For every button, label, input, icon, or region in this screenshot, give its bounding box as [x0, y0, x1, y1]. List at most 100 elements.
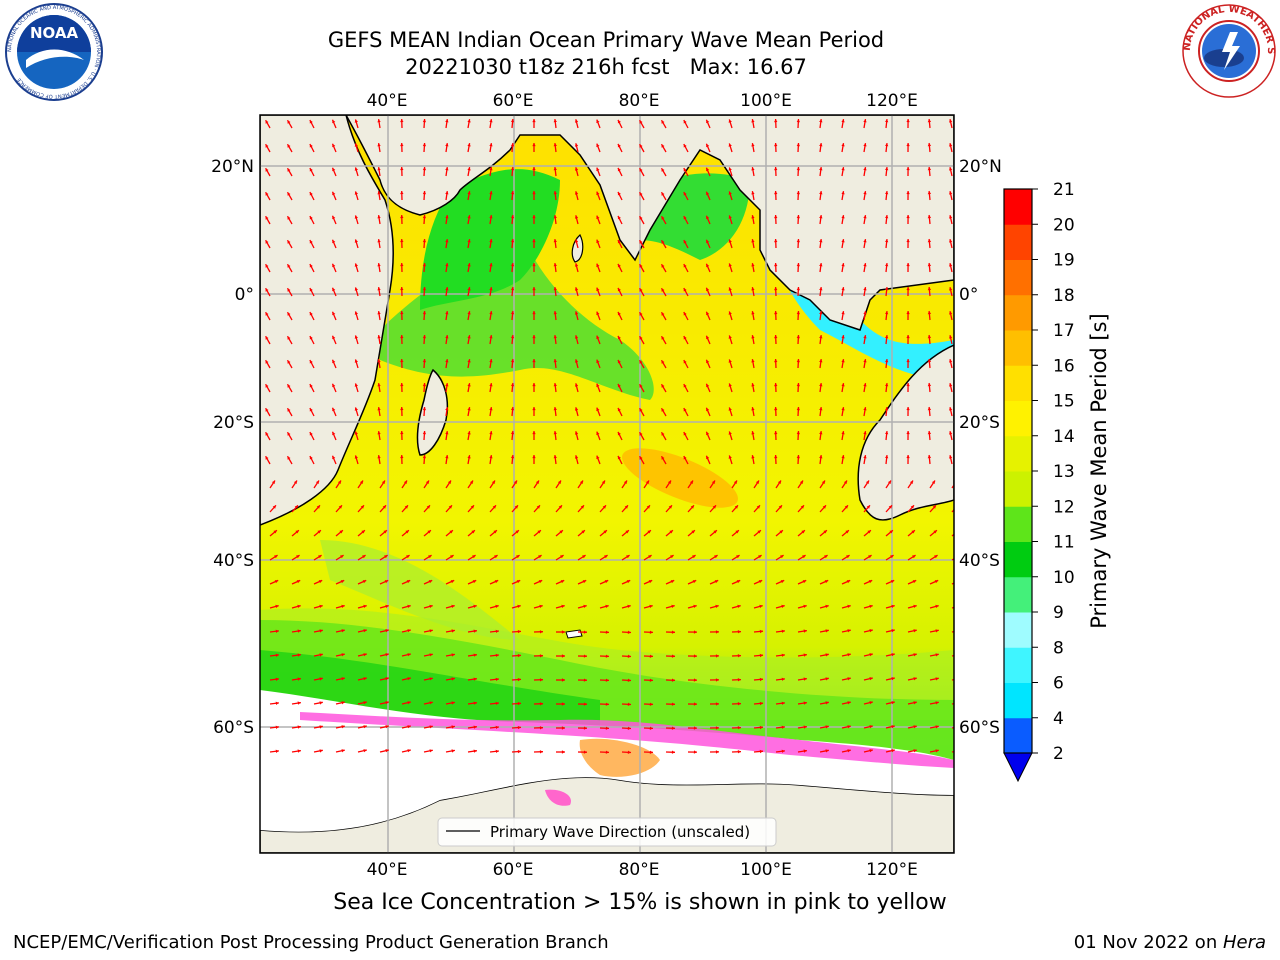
wave-direction-arrowhead — [596, 335, 600, 340]
wave-direction-arrowhead — [517, 749, 521, 754]
wave-direction-arrowhead — [517, 677, 521, 682]
colorbar: 2 4 6 8 9 10 11 12 13 14 15 16 17 18 19 20 21 Primary Wa… — [1003, 180, 1111, 783]
wave-direction-arrowhead — [265, 192, 269, 196]
wave-direction-arrowhead — [467, 431, 471, 435]
wave-direction-arrowhead — [532, 383, 536, 387]
wave-direction-arrowhead — [553, 191, 557, 195]
wave-direction-arrowhead — [890, 555, 894, 559]
wave-direction-arrowhead — [906, 359, 910, 363]
wave-direction-arrowhead — [847, 749, 851, 753]
wave-direction-arrowhead — [774, 143, 778, 147]
wave-direction-arrowhead — [683, 168, 687, 172]
wave-direction-arrowhead — [532, 167, 536, 171]
wave-direction-arrowhead — [494, 580, 499, 584]
lat-tick-right: 20°S — [959, 413, 1000, 433]
wave-direction-arrowhead — [354, 455, 358, 459]
wave-direction-arrowhead — [362, 555, 366, 559]
wave-direction-arrowhead — [774, 239, 778, 243]
wave-direction-arrowhead — [553, 143, 557, 147]
wave-direction-arrowhead — [958, 749, 961, 752]
wave-direction-arrowhead — [384, 580, 389, 584]
wave-direction-arrowhead — [574, 287, 579, 291]
lon-tick-bottom: 40°E — [367, 860, 408, 880]
wave-direction-arrowhead — [683, 120, 687, 124]
wave-direction-arrowhead — [957, 580, 961, 583]
wave-direction-arrowhead — [661, 456, 665, 460]
wave-direction-arrowhead — [627, 702, 631, 706]
wave-direction-arrowhead — [825, 701, 829, 705]
colorbar-tick-label: 21 — [1053, 180, 1075, 200]
wave-direction-arrowhead — [847, 701, 851, 705]
wave-direction-arrowhead — [863, 167, 867, 171]
wave-direction-arrowhead — [887, 480, 891, 484]
wave-direction-arrowhead — [802, 580, 807, 584]
wave-direction-arrowhead — [889, 530, 893, 534]
wave-direction-arrowhead — [863, 191, 867, 195]
wave-direction-arrowhead — [377, 239, 381, 243]
wave-direction-arrowhead — [755, 480, 759, 484]
wave-direction-arrowhead — [400, 311, 404, 315]
wave-direction-arrowhead — [714, 580, 719, 584]
wave-direction-arrowhead — [639, 432, 643, 436]
wave-direction-arrowhead — [451, 749, 455, 753]
wave-direction-arrowhead — [553, 431, 557, 435]
legend-label: Primary Wave Direction (unscaled) — [490, 823, 750, 841]
wave-direction-arrowhead — [582, 555, 586, 559]
wave-direction-arrowhead — [359, 480, 363, 484]
wave-direction-arrowhead — [774, 263, 778, 267]
lon-tick-top: 40°E — [367, 91, 408, 111]
wave-direction-arrowhead — [471, 530, 475, 534]
wave-direction-arrowhead — [781, 701, 785, 705]
colorbar-block — [1004, 682, 1032, 719]
wave-direction-arrowhead — [796, 431, 800, 435]
colorbar-tick-label: 11 — [1053, 533, 1075, 553]
wave-direction-arrowhead — [574, 311, 579, 315]
wave-direction-arrowhead — [911, 530, 915, 534]
wave-direction-arrowhead — [927, 455, 932, 459]
wave-direction-arrowhead — [869, 629, 873, 633]
bottom-lon-ticks: 40°E 60°E 80°E 100°E 120°E — [367, 860, 918, 880]
wave-direction-arrowhead — [272, 505, 276, 509]
wave-direction-arrowhead — [667, 480, 671, 484]
wave-direction-arrowhead — [639, 264, 643, 268]
footer-host: Hera — [1222, 932, 1266, 953]
wave-direction-arrowhead — [332, 311, 336, 316]
wave-direction-arrowhead — [661, 288, 665, 292]
wave-direction-arrowhead — [405, 530, 409, 534]
wave-direction-arrowhead — [949, 143, 953, 147]
wave-direction-arrowhead — [604, 555, 608, 559]
wave-direction-arrowhead — [803, 629, 807, 633]
wave-direction-arrowhead — [309, 192, 313, 196]
wave-direction-arrowhead — [354, 119, 358, 123]
wave-direction-arrowhead — [819, 263, 823, 267]
wave-direction-arrowhead — [296, 580, 301, 584]
wave-direction-arrowhead — [385, 701, 389, 705]
wave-direction-arrowhead — [510, 431, 515, 435]
wave-direction-arrowhead — [341, 749, 345, 753]
wave-direction-arrowhead — [489, 167, 493, 171]
wave-direction-arrowhead — [489, 119, 493, 123]
wave-direction-arrowhead — [803, 653, 807, 657]
wave-direction-arrowhead — [317, 530, 321, 534]
lon-tick-bottom: 100°E — [740, 860, 792, 880]
wave-direction-arrowhead — [846, 555, 850, 559]
wave-direction-arrowhead — [332, 335, 336, 340]
wave-direction-arrowhead — [473, 629, 477, 633]
wave-direction-arrowhead — [863, 143, 867, 147]
wave-direction-arrowhead — [639, 216, 643, 220]
wave-direction-arrowhead — [560, 580, 565, 584]
wave-direction-arrowhead — [532, 239, 536, 243]
wave-direction-arrowhead — [601, 480, 605, 484]
wave-direction-arrowhead — [819, 191, 823, 195]
wave-direction-arrowhead — [796, 263, 800, 267]
wave-direction-arrowhead — [332, 287, 336, 292]
wave-direction-arrowhead — [869, 725, 873, 729]
colorbar-block — [1004, 435, 1032, 472]
wave-direction-arrowhead — [561, 604, 565, 608]
wave-direction-arrowhead — [341, 653, 345, 657]
wave-direction-arrowhead — [377, 383, 381, 387]
wave-direction-arrowhead — [354, 215, 358, 219]
lon-tick-bottom: 80°E — [619, 860, 660, 880]
colorbar-block — [1004, 506, 1032, 542]
wave-direction-arrowhead — [649, 630, 653, 634]
